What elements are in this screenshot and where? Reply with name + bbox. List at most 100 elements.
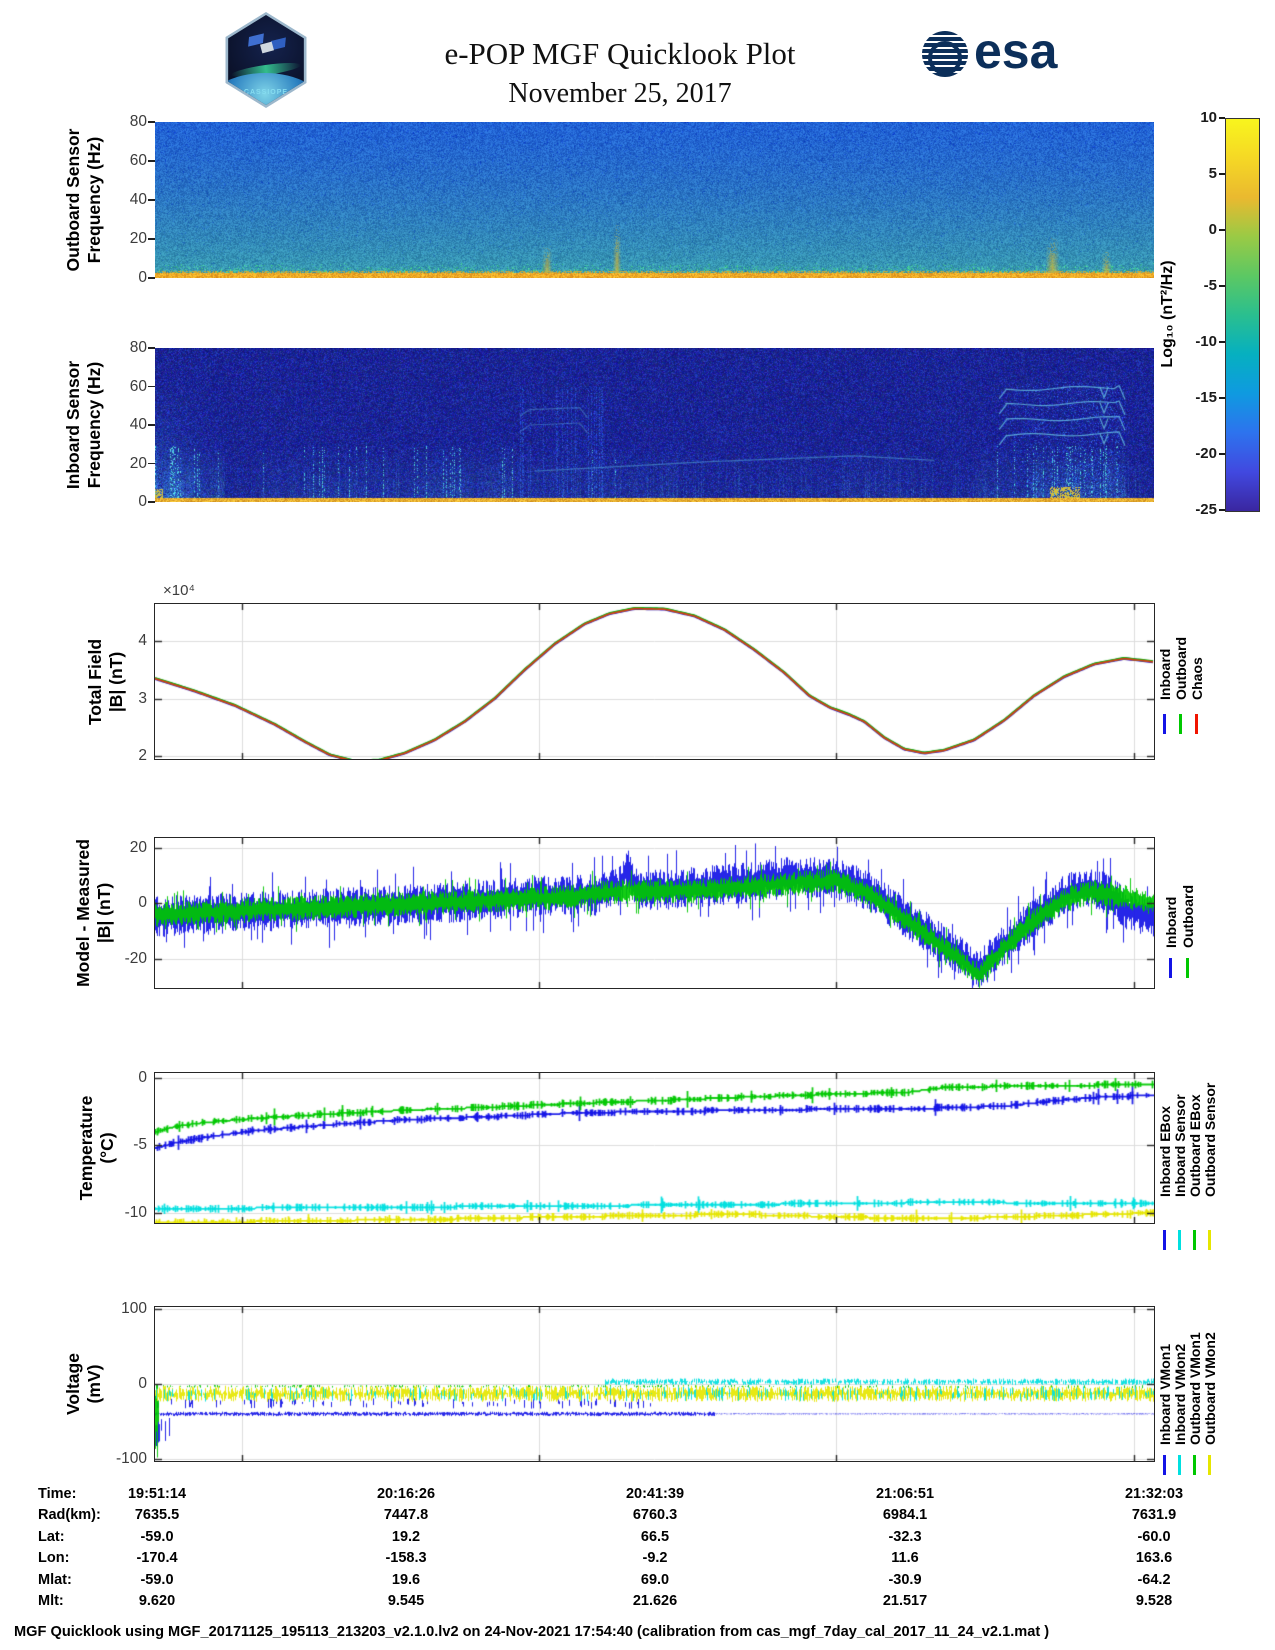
colorbar-tick-label: -10 — [1195, 333, 1217, 350]
legend-mark-total-field — [1195, 714, 1198, 734]
table-cell: 6760.3 — [632, 1507, 678, 1524]
table-row-label: Time: — [38, 1486, 77, 1502]
ytick-label-model-measured: -20 — [124, 949, 147, 967]
y-multiplier-total-field: ×10⁴ — [163, 582, 195, 599]
ytick-mark — [148, 501, 155, 503]
colorbar-tick-label: -15 — [1195, 389, 1217, 406]
table-cell: 11.6 — [891, 1550, 919, 1567]
table-cell: -32.3 — [888, 1528, 922, 1545]
legend-mark-temperature — [1163, 1230, 1166, 1250]
colorbar-tick-label: -20 — [1195, 445, 1217, 462]
legend-mark-temperature — [1193, 1230, 1196, 1250]
plot-canvas-outboard-spectrogram — [155, 122, 1154, 278]
ytick-mark — [148, 424, 155, 426]
colorbar-tick-label: 0 — [1208, 221, 1217, 238]
legend-mark-voltage — [1208, 1455, 1211, 1475]
ytick-label-voltage: -100 — [115, 1449, 147, 1467]
colorbar-tick-label: 5 — [1208, 165, 1217, 182]
legend-mark-voltage — [1163, 1455, 1166, 1475]
page-date: November 25, 2017 — [508, 78, 732, 109]
legend-label-total-field: Chaos — [1189, 657, 1205, 700]
table-cell: -64.2 — [1137, 1571, 1171, 1588]
ytick-label-inboard-spectrogram: 80 — [129, 339, 147, 356]
legend-mark-temperature — [1208, 1230, 1211, 1250]
table-cell: 7635.5 — [134, 1507, 180, 1524]
colorbar-gradient — [1225, 118, 1260, 512]
ytick-mark — [148, 160, 155, 162]
ytick-label-temperature: 0 — [138, 1068, 147, 1086]
table-cell: 9.620 — [138, 1593, 176, 1609]
ytick-mark — [148, 277, 155, 279]
ytick-label-total-field: 3 — [138, 689, 147, 707]
colorbar-tick-mark — [1219, 341, 1225, 343]
legend-mark-total-field — [1179, 714, 1182, 734]
plot-canvas-total-field — [154, 603, 1155, 760]
table-cell: 21:32:03 — [1124, 1486, 1184, 1502]
table-cell: 19.6 — [391, 1571, 421, 1588]
ytick-label-model-measured: 20 — [129, 838, 147, 856]
table-row-label: Lon: — [38, 1550, 70, 1567]
colorbar-tick-mark — [1219, 173, 1225, 175]
table-cell: 6984.1 — [882, 1507, 928, 1524]
table-cell: 9.545 — [387, 1593, 425, 1609]
colorbar-tick-mark — [1219, 453, 1225, 455]
legend-label-voltage: Outboard VMon1 — [1187, 1332, 1203, 1445]
legend-label-voltage: Inboard VMon1 — [1157, 1343, 1173, 1445]
ytick-label-voltage: 100 — [121, 1300, 147, 1318]
legend-mark-voltage — [1193, 1455, 1196, 1475]
ylabel-line: Total Field — [85, 638, 105, 725]
ytick-label-total-field: 2 — [138, 747, 147, 765]
table-cell: -9.2 — [642, 1550, 668, 1567]
table-row-label: Mlt: — [38, 1593, 64, 1609]
colorbar-tick-mark — [1219, 285, 1225, 287]
legend-mark-model-measured — [1169, 958, 1172, 978]
ytick-label-model-measured: 0 — [138, 894, 147, 912]
ytick-mark — [148, 199, 155, 201]
colorbar-tick-mark — [1219, 397, 1225, 399]
colorbar-label: Log₁₀ (nT²/Hz) — [1159, 260, 1176, 368]
table-cell: 163.6 — [1135, 1550, 1173, 1567]
table-cell: 69.0 — [640, 1571, 670, 1588]
plot-canvas-voltage — [154, 1306, 1155, 1462]
table-row-label: Lat: — [38, 1528, 65, 1545]
esa-logo: esa — [922, 23, 1057, 80]
legend-mark-temperature — [1178, 1230, 1181, 1250]
colorbar-tick-label: -25 — [1195, 501, 1217, 518]
table-row-label: Mlat: — [38, 1571, 72, 1588]
colorbar-tick-mark — [1219, 229, 1225, 231]
plot-canvas-temperature — [154, 1072, 1155, 1224]
ytick-mark — [148, 347, 155, 349]
footer-caption: MGF Quicklook using MGF_20171125_195113_… — [14, 1624, 1050, 1640]
table-cell: -158.3 — [385, 1550, 427, 1567]
table-cell: 21.517 — [882, 1593, 928, 1609]
table-cell: 7631.9 — [1131, 1507, 1177, 1524]
page-title: e-POP MGF Quicklook Plot — [444, 36, 796, 71]
ytick-label-outboard-spectrogram: 0 — [138, 269, 147, 286]
table-cell: -170.4 — [136, 1550, 178, 1567]
table-cell: -30.9 — [888, 1571, 922, 1588]
legend-label-voltage: Outboard VMon2 — [1202, 1332, 1218, 1445]
ytick-label-inboard-spectrogram: 60 — [129, 377, 147, 395]
ylabel-line: |B| (nT) — [106, 651, 126, 712]
plot-canvas-model-measured — [154, 837, 1155, 989]
table-cell: 21.626 — [632, 1593, 678, 1609]
legend-label-temperature: Outboard EBox — [1187, 1094, 1203, 1197]
legend-label-voltage: Inboard VMon2 — [1172, 1343, 1188, 1445]
ytick-label-outboard-spectrogram: 20 — [129, 230, 147, 247]
ytick-label-outboard-spectrogram: 80 — [129, 113, 147, 130]
table-row-label: Rad(km): — [38, 1507, 101, 1524]
table-cell: 21:06:51 — [875, 1486, 935, 1502]
legend-label-temperature: Inboard Sensor — [1172, 1094, 1188, 1197]
legend-label-total-field: Outboard — [1173, 637, 1189, 700]
table-cell: 66.5 — [640, 1528, 670, 1545]
colorbar-tick-label: 10 — [1200, 109, 1217, 126]
legend-label-total-field: Inboard — [1157, 648, 1173, 700]
table-cell: 19:51:14 — [127, 1486, 187, 1502]
esa-logo-text: esa — [974, 23, 1058, 79]
ytick-label-inboard-spectrogram: 20 — [129, 454, 147, 472]
ytick-mark — [148, 121, 155, 123]
legend-mark-model-measured — [1186, 958, 1189, 978]
colorbar-tick-mark — [1219, 509, 1225, 511]
ytick-label-temperature: -10 — [124, 1203, 147, 1221]
